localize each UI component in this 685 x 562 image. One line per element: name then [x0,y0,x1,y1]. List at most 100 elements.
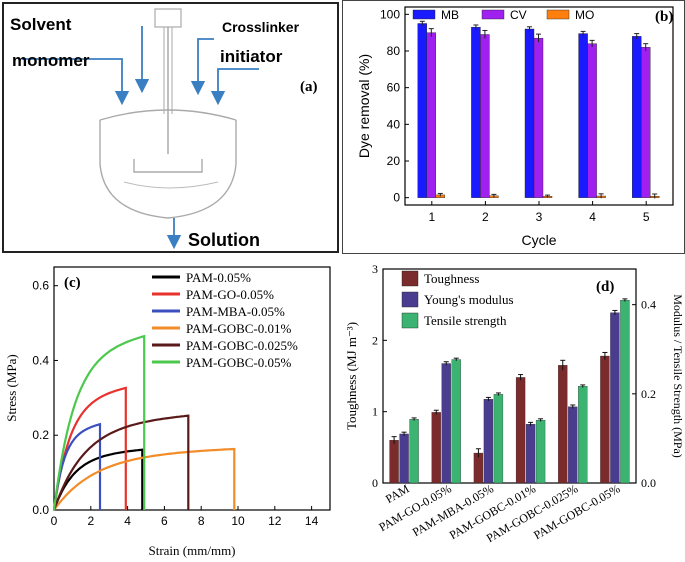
panel-d-chart: 0 1 2 3 0.0 0.2 0.4 PAM PAM-GO-0.05% PAM-MBA-0.05… [340,257,685,562]
bar-mb [578,33,588,198]
crosslinker-arrow [190,38,214,96]
x-tick-label: 8 [198,514,205,528]
bar-tensile-strength [451,359,461,484]
bar-tensile-strength [578,386,588,484]
panel-b-chart: 0 20 40 60 80 100 1 2 3 4 5 MB CV MO (b) Cycle Dye remov… [342,0,685,254]
label-monomer: monomer [12,51,90,70]
panel-c-label: (c) [64,275,81,291]
reactor-diagram: Solvent Crosslinker monomer initiator (a… [10,8,318,250]
bar-toughness [600,355,610,484]
bar-young-s-modulus [483,399,494,484]
legend-label-mb: MB [441,8,459,22]
bar-cv [587,43,597,198]
y-axis-label: Dye removal (%) [356,54,372,158]
panel-c-chart: 0 2 4 6 8 10 12 14 0.0 0.2 0.4 0.6 PAM-0.05% PAM-GO-0… [0,257,340,562]
y-tick-label: 20 [387,154,401,168]
bar-tensile-strength [620,300,630,484]
x-tick-label: 0 [51,514,58,528]
stirrer-blade [133,159,203,173]
legend-label: PAM-GOBC-0.05% [186,355,292,370]
x-tick-label: 4 [589,210,596,224]
bar-toughness [473,452,484,484]
legend-swatch-cv [481,9,505,20]
bar-toughness [389,440,399,484]
bar-cv [533,37,544,198]
legend-label: Tensile strength [424,313,507,328]
legend-label: Young's modulus [424,292,514,307]
y-tick-label-right: 0.2 [641,387,656,401]
curve-pam-go-0-05- [52,386,127,511]
bar-young-s-modulus [399,433,409,484]
bar-mb [417,23,428,198]
legend-swatch-mo [546,9,570,20]
y-tick-label: 40 [387,117,401,131]
curve-pam-gobc-0-025- [52,414,190,511]
bar-toughness [431,412,441,484]
y-tick-label: 0.6 [32,279,49,293]
bar-tensile-strength [409,419,419,484]
x-axis-label: Strain (mm/mm) [148,543,235,558]
legend-label: PAM-0.05% [186,270,251,285]
y-tick-label: 0.4 [32,353,49,367]
y-tick-label-right: 0.4 [641,298,656,312]
legend-swatch [401,270,419,287]
bar-mb [632,36,642,198]
initiator-arrow [210,68,259,106]
bar-toughness [558,365,568,484]
x-tick-label: PAM [383,481,412,506]
y-tick-label-right: 0.0 [641,476,656,490]
panel-a-label: (a) [300,79,318,95]
reactor-vessel [99,120,237,219]
y-axis-label-right: Modulus / Tensile Strength (MPa) [671,294,685,458]
x-axis-label: Cycle [521,232,556,248]
dye-removal-chart: 0 20 40 60 80 100 1 2 3 4 5 MB CV MO (b) Cycle Dye remov… [356,6,674,248]
curve-pam-gobc-0-01- [53,447,236,511]
bar-cv [641,47,651,198]
bar-young-s-modulus [525,423,536,484]
curve-pam-gobc-0-05- [52,334,146,511]
label-solvent: Solvent [10,15,72,34]
bar-young-s-modulus [610,312,620,484]
legend-label: PAM-GOBC-0.01% [186,321,292,336]
y-tick-label-left: 1 [372,405,378,419]
y-tick-label: 80 [387,44,401,58]
stress-strain-chart: 0 2 4 6 8 10 12 14 0.0 0.2 0.4 0.6 PAM-0.05% PAM-GO-0… [4,266,331,558]
panel-d-label: (d) [596,279,614,295]
legend-label: PAM-GO-0.05% [186,287,274,302]
legend-swatch [401,312,419,329]
label-initiator: initiator [220,47,283,66]
bar-tensile-strength [535,419,546,484]
legend-label: PAM-MBA-0.05% [186,304,285,319]
x-tick-label: 3 [536,210,543,224]
y-axis-label-left: Toughness (MJ m⁻³) [344,322,359,430]
plot-frame [382,268,637,484]
panel-a-schematic: Solvent Crosslinker monomer initiator (a… [2,2,339,253]
y-tick-label: 60 [387,81,401,95]
curve-pam-mba-0-05- [52,422,102,511]
bar-mb [524,28,535,198]
mechanical-properties-chart: 01230.00.20.4PAMPAM-GO-0.05%PAM-MBA-0.05… [344,262,685,545]
legend-swatch [401,291,419,308]
legend-swatch-mb [412,9,436,20]
x-tick-label: 1 [428,210,435,224]
y-tick-label: 100 [380,7,400,21]
legend-label-mo: MO [575,8,594,22]
x-tick-label: 10 [231,514,245,528]
x-tick-label: 6 [161,514,168,528]
bar-young-s-modulus [568,406,578,484]
x-tick-label: 4 [124,514,131,528]
bar-mb [471,26,481,198]
y-tick-label-left: 3 [372,262,378,276]
panel-b-label: (b) [655,9,673,25]
y-tick-label: 0.0 [32,503,49,517]
y-tick-label: 0 [393,191,400,205]
label-crosslinker: Crosslinker [222,19,300,35]
y-axis-label: Stress (MPa) [4,354,19,422]
x-tick-label: 14 [305,514,319,528]
bar-tensile-strength [493,394,504,484]
bar-cv [480,34,490,198]
bar-young-s-modulus [441,363,451,484]
label-solution: Solution [188,230,260,250]
legend-label: PAM-GOBC-0.025% [186,338,298,353]
x-tick-label: 2 [87,514,94,528]
